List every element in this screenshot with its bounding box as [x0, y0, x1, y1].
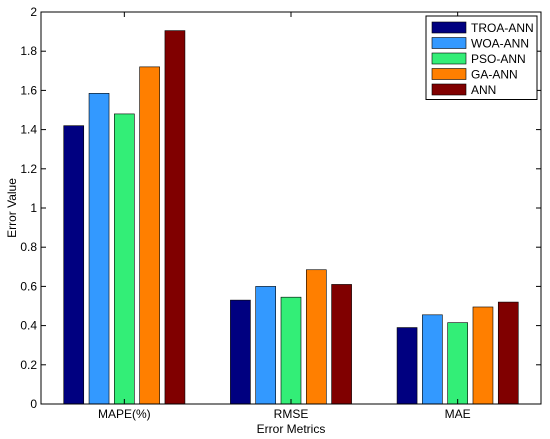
legend-label: WOA-ANN	[471, 37, 529, 51]
x-tick-label: MAPE(%)	[98, 407, 151, 421]
x-tick-label: RMSE	[274, 407, 309, 421]
y-tick-label: 0.2	[20, 358, 37, 372]
plot-frame	[40, 11, 542, 405]
bar-troa-ann-3	[396, 327, 418, 405]
bar-ann-2	[331, 284, 352, 405]
y-tick-label: 1.2	[20, 162, 37, 176]
bar-ann-1	[164, 30, 186, 405]
y-tick-label: 1	[30, 201, 37, 215]
legend-swatch	[431, 68, 467, 80]
bar-ga-ann-2	[305, 269, 327, 405]
legend-label: PSO-ANN	[471, 52, 526, 66]
y-tick-label: 0.8	[20, 240, 37, 254]
y-axis: 0 0.2 0.4 0.6 0.8 1 1.2 1.4 1.6 1.8 2	[20, 5, 541, 411]
bar-ga-ann-1	[139, 66, 160, 405]
bar-troa-ann-2	[230, 299, 251, 405]
y-tick-label: 1.4	[20, 123, 37, 137]
bar-pso-ann-1	[114, 113, 135, 405]
legend-label: GA-ANN	[471, 68, 518, 82]
bars-group	[63, 30, 519, 405]
y-axis-title: Error Value	[5, 178, 19, 238]
bar-woa-ann-2	[255, 286, 276, 405]
x-axis: MAPE(%) RMSE MAE	[98, 12, 471, 421]
bar-ann-3	[497, 301, 519, 405]
y-tick-label: 0	[30, 397, 37, 411]
bar-woa-ann-3	[422, 314, 443, 405]
y-tick-label: 0.6	[20, 279, 37, 293]
x-tick-label: MAE	[445, 407, 471, 421]
y-tick-label: 1.8	[20, 44, 37, 58]
bar-pso-ann-3	[447, 322, 468, 405]
legend-swatch	[431, 21, 467, 34]
legend-swatch	[431, 83, 467, 96]
y-tick-label: 0.4	[20, 319, 37, 333]
y-tick-label: 2	[30, 5, 37, 19]
bar-ga-ann-3	[472, 306, 494, 405]
legend-label: ANN	[471, 83, 496, 97]
legend-swatch	[431, 37, 467, 49]
x-axis-title: Error Metrics	[257, 422, 326, 436]
bar-troa-ann-1	[63, 125, 85, 405]
legend-label: TROA-ANN	[471, 21, 534, 35]
legend-swatch	[431, 52, 467, 65]
y-tick-label: 1.6	[20, 83, 37, 97]
bar-woa-ann-1	[88, 93, 110, 405]
bar-pso-ann-2	[280, 296, 302, 405]
